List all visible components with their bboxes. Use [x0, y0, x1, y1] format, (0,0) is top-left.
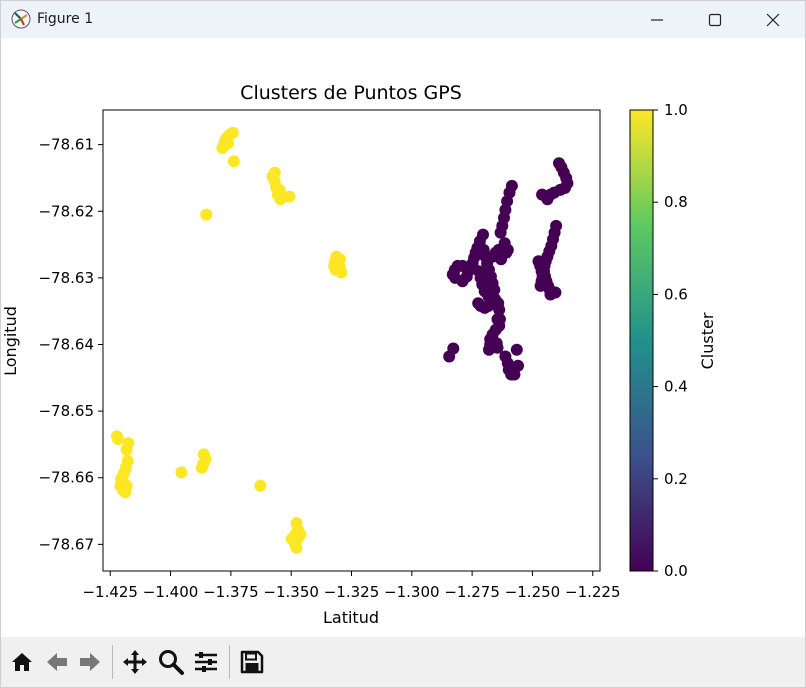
data-point-cluster-0 — [541, 193, 554, 206]
colorbar-tick-label: 0.2 — [664, 470, 688, 488]
configure-subplots-button[interactable] — [191, 647, 221, 677]
window-title: Figure 1 — [37, 11, 94, 27]
x-axis: −1.425 −1.400 −1.375 −1.350 −1.325 −1.300 −1.2… — [82, 571, 621, 601]
data-point-cluster-0 — [447, 342, 460, 355]
y-tick-label: −78.61 — [38, 136, 94, 154]
data-point-cluster-1 — [283, 190, 296, 203]
x-tick-label: −1.375 — [203, 583, 259, 601]
x-tick-label: −1.325 — [324, 583, 380, 601]
save-button[interactable] — [237, 647, 267, 677]
toolbar-separator — [229, 645, 230, 679]
y-tick-label: −78.64 — [38, 335, 94, 353]
plot-area-frame — [102, 109, 601, 572]
data-point-cluster-1 — [120, 479, 133, 492]
colorbar-tick-label: 0.6 — [664, 285, 688, 303]
minimize-button[interactable] — [628, 1, 686, 38]
data-point-cluster-1 — [195, 461, 208, 474]
data-point-cluster-1 — [200, 208, 213, 221]
forward-button[interactable] — [75, 647, 105, 677]
data-point-cluster-1 — [268, 166, 281, 179]
zoom-button[interactable] — [156, 647, 186, 677]
x-tick-label: −1.225 — [565, 583, 621, 601]
data-point-cluster-1 — [120, 443, 133, 456]
pan-button[interactable] — [120, 647, 150, 677]
matplotlib-icon — [11, 9, 31, 29]
maximize-icon — [708, 13, 722, 26]
data-point-cluster-1 — [335, 266, 348, 279]
close-icon — [766, 13, 780, 26]
data-point-cluster-0 — [510, 343, 523, 356]
colorbar-label: Cluster — [698, 312, 717, 369]
y-tick-label: −78.65 — [38, 402, 94, 420]
back-icon — [47, 653, 67, 671]
data-point-cluster-0 — [483, 343, 495, 356]
data-point-cluster-0 — [537, 259, 550, 272]
data-point-cluster-0 — [501, 243, 514, 256]
colorbar-tick-label: 0.0 — [664, 562, 688, 580]
x-tick-label: −1.350 — [263, 583, 319, 601]
navigation-toolbar — [1, 637, 805, 687]
minimize-icon — [651, 18, 663, 21]
toolbar-separator — [112, 645, 113, 679]
x-tick-label: −1.300 — [384, 583, 440, 601]
back-button[interactable] — [42, 647, 72, 677]
figure-canvas[interactable]: Clusters de Puntos GPS −1.425 −1.400 −1.37… — [1, 38, 805, 636]
points-layer — [111, 126, 574, 554]
close-button[interactable] — [744, 1, 802, 38]
scatter-plot[interactable]: Clusters de Puntos GPS −1.425 −1.400 −1.37… — [1, 38, 805, 636]
data-point-cluster-0 — [534, 279, 547, 292]
y-tick-label: −78.63 — [38, 269, 94, 287]
data-point-cluster-1 — [222, 137, 234, 150]
x-tick-label: −1.250 — [505, 583, 561, 601]
data-point-cluster-0 — [494, 226, 507, 239]
title-bar[interactable]: Figure 1 — [1, 1, 805, 38]
colorbar-axis: 0.0 0.2 0.4 0.6 0.8 1.0 — [653, 101, 688, 580]
data-point-cluster-1 — [294, 528, 307, 541]
y-tick-label: −78.67 — [38, 535, 94, 553]
x-tick-label: −1.425 — [82, 583, 138, 601]
y-tick-label: −78.62 — [38, 202, 94, 220]
colorbar-tick-label: 1.0 — [664, 101, 688, 119]
y-tick-label: −78.66 — [38, 469, 94, 487]
colorbar-tick-label: 0.8 — [664, 193, 688, 211]
maximize-button[interactable] — [686, 1, 744, 38]
data-point-cluster-1 — [333, 253, 346, 266]
data-point-cluster-0 — [460, 270, 473, 283]
forward-icon — [80, 653, 100, 671]
save-icon — [240, 650, 264, 674]
data-point-cluster-0 — [472, 265, 485, 278]
data-point-cluster-0 — [493, 313, 506, 326]
data-point-cluster-0 — [549, 286, 562, 299]
colorbar — [629, 109, 654, 572]
chart-title: Clusters de Puntos GPS — [240, 82, 462, 104]
home-button[interactable] — [7, 647, 37, 677]
x-axis-label: Latitud — [323, 608, 379, 627]
data-point-cluster-1 — [254, 479, 267, 492]
data-point-cluster-0 — [512, 359, 524, 372]
data-point-cluster-1 — [227, 155, 240, 168]
data-point-cluster-0 — [493, 303, 506, 316]
configure-subplots-icon — [195, 652, 217, 672]
data-point-cluster-1 — [112, 433, 124, 446]
data-point-cluster-1 — [175, 466, 188, 479]
x-tick-label: −1.275 — [444, 583, 500, 601]
data-point-cluster-0 — [495, 253, 508, 266]
data-point-cluster-1 — [273, 183, 286, 196]
zoom-icon — [159, 650, 184, 675]
x-tick-label: −1.400 — [143, 583, 199, 601]
pan-icon — [123, 650, 147, 674]
colorbar-tick-label: 0.4 — [664, 378, 688, 396]
home-icon — [12, 653, 32, 671]
y-axis: −78.61 −78.62 −78.63 −78.64 −78.65 −78.66 −78.… — [38, 136, 103, 553]
y-axis-label: Longitud — [1, 306, 20, 376]
